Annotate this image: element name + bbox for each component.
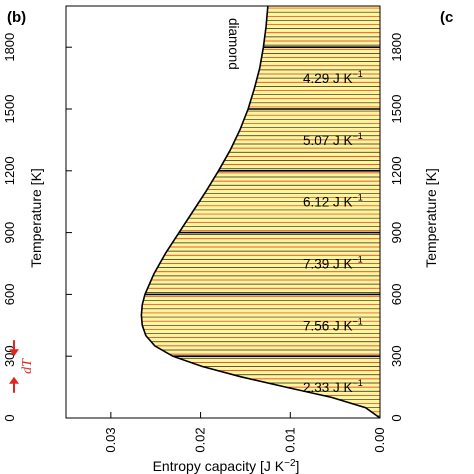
y-axis-title-left: Temperature [K] bbox=[28, 168, 44, 268]
x-tick-label: 0.01 bbox=[282, 427, 297, 452]
y-tick-label-right: 1800 bbox=[389, 33, 404, 62]
x-tick-label: 0.00 bbox=[372, 427, 387, 452]
y-tick-label-right: 1500 bbox=[389, 95, 404, 124]
panel-label-c: (c bbox=[440, 9, 453, 26]
dT-annotation: dT bbox=[9, 340, 35, 393]
band-label: 4.29 J K−1 bbox=[303, 69, 363, 86]
y-tick-label-right: 0 bbox=[389, 414, 404, 421]
curve-layer bbox=[140, 5, 381, 419]
y-tick-label-left: 1200 bbox=[2, 156, 17, 185]
band-label: 5.07 J K−1 bbox=[303, 131, 363, 148]
x-axis-title: Entropy capacity [J K−2] bbox=[153, 458, 300, 474]
dT-label: dT bbox=[20, 358, 35, 374]
plot-border bbox=[65, 5, 381, 419]
plot-frame bbox=[65, 5, 381, 419]
y-tick-label-left: 600 bbox=[2, 284, 17, 306]
y-tick-label-left: 1800 bbox=[2, 33, 17, 62]
dT-arrowhead-bottom bbox=[9, 376, 19, 384]
y-tick-label-right: 900 bbox=[389, 222, 404, 244]
band-label: 2.33 J K−1 bbox=[303, 378, 363, 395]
band-label: 7.39 J K−1 bbox=[303, 255, 363, 272]
y-tick-label-left: 0 bbox=[2, 414, 17, 421]
band-label: 7.56 J K−1 bbox=[303, 316, 363, 333]
series-label-diamond: diamond bbox=[226, 18, 241, 70]
diamond-curve bbox=[140, 5, 381, 419]
x-tick-label: 0.02 bbox=[193, 427, 208, 452]
y-tick-label-right: 1200 bbox=[389, 156, 404, 185]
y-tick-label-right: 300 bbox=[389, 345, 404, 367]
x-tick-label: 0.03 bbox=[103, 427, 118, 452]
y-tick-label-right: 600 bbox=[389, 284, 404, 306]
dT-arrowhead-top bbox=[9, 349, 19, 357]
band-label: 6.12 J K−1 bbox=[303, 193, 363, 210]
y-tick-label-left: 900 bbox=[2, 222, 17, 244]
panel-label-b: (b) bbox=[7, 9, 26, 26]
ticks-layer bbox=[66, 46, 381, 419]
y-axis-title-right: Temperature [K] bbox=[423, 168, 439, 268]
y-tick-label-left: 1500 bbox=[2, 95, 17, 124]
